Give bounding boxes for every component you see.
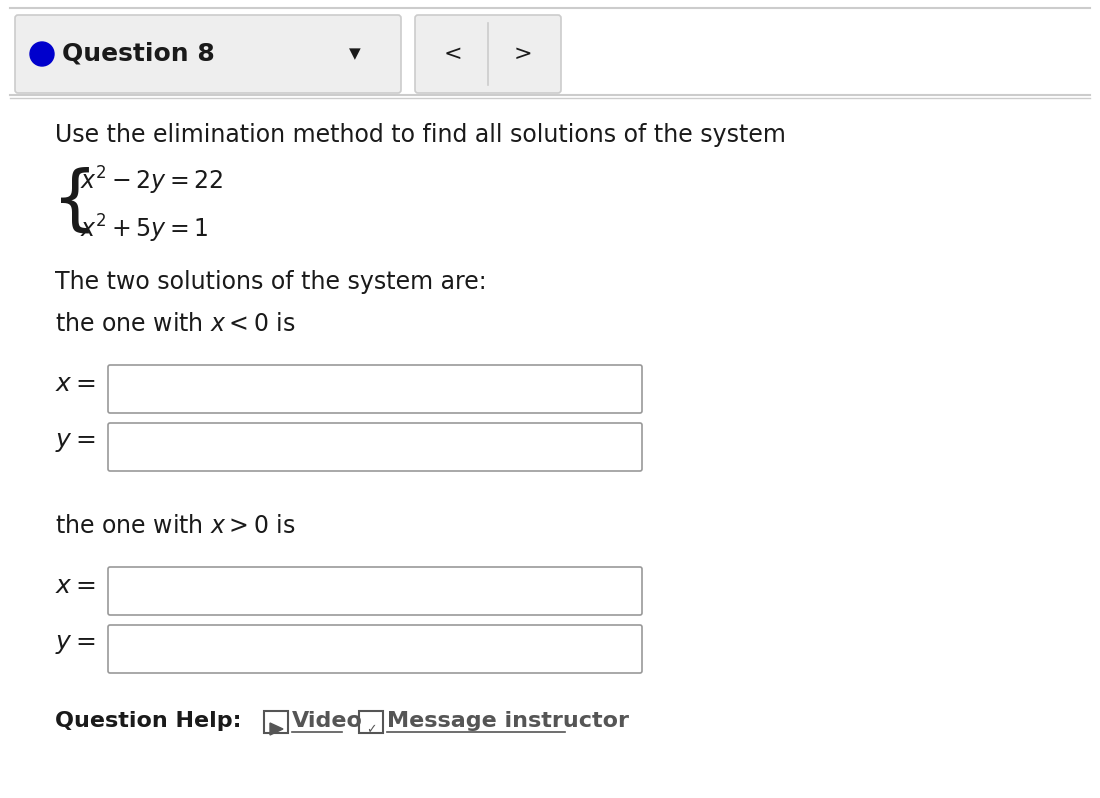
Text: $x =$: $x =$	[55, 574, 96, 598]
Text: $y =$: $y =$	[55, 632, 96, 656]
FancyBboxPatch shape	[264, 711, 288, 733]
Text: The two solutions of the system are:: The two solutions of the system are:	[55, 270, 486, 294]
FancyBboxPatch shape	[108, 365, 642, 413]
Text: Question Help:: Question Help:	[55, 711, 242, 731]
Text: $x^2 + 5y = 1$: $x^2 + 5y = 1$	[80, 213, 209, 245]
Polygon shape	[270, 723, 283, 735]
Circle shape	[30, 42, 54, 66]
FancyBboxPatch shape	[415, 15, 561, 93]
Text: Message instructor: Message instructor	[387, 711, 629, 731]
Text: ▼: ▼	[349, 46, 361, 61]
Text: Question 8: Question 8	[62, 42, 214, 66]
Text: $y =$: $y =$	[55, 430, 96, 454]
Text: <: <	[443, 44, 462, 64]
FancyBboxPatch shape	[359, 711, 383, 733]
Text: the one with $x > 0$ is: the one with $x > 0$ is	[55, 514, 296, 538]
Text: >: >	[514, 44, 532, 64]
Text: the one with $x < 0$ is: the one with $x < 0$ is	[55, 312, 296, 336]
Text: {: {	[52, 167, 98, 236]
Text: Use the elimination method to find all solutions of the system: Use the elimination method to find all s…	[55, 123, 785, 147]
Text: Video: Video	[292, 711, 363, 731]
Text: ✓: ✓	[365, 723, 376, 736]
Text: $x =$: $x =$	[55, 372, 96, 396]
FancyBboxPatch shape	[108, 423, 642, 471]
Text: $x^2 - 2y = 22$: $x^2 - 2y = 22$	[80, 165, 223, 197]
FancyBboxPatch shape	[108, 625, 642, 673]
FancyBboxPatch shape	[108, 567, 642, 615]
FancyBboxPatch shape	[15, 15, 401, 93]
